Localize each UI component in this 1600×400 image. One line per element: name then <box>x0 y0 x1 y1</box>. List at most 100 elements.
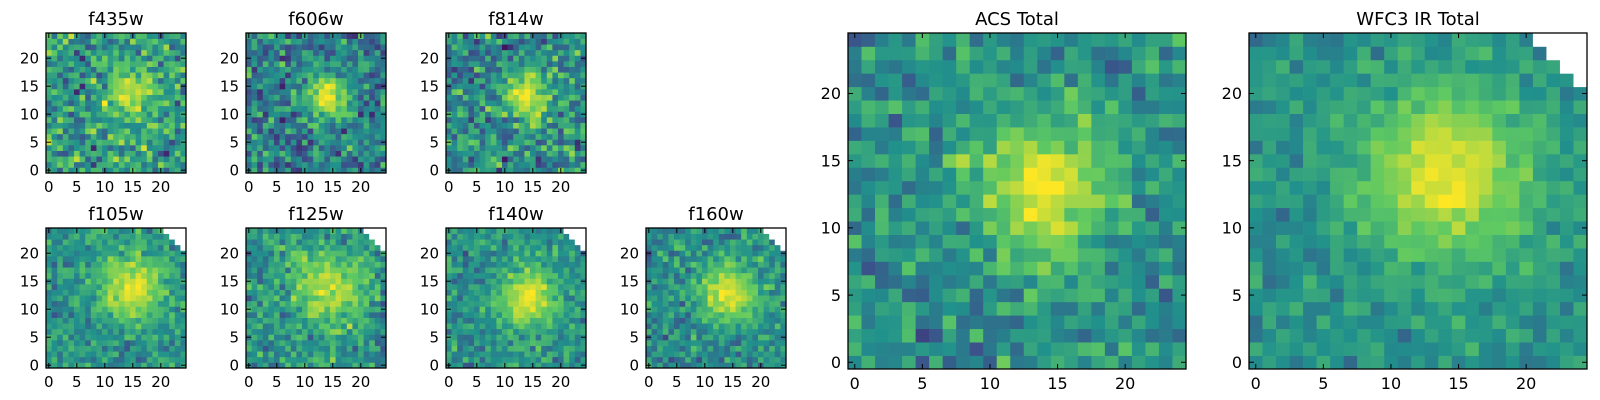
pixel-cell <box>474 139 480 146</box>
pixel-cell <box>307 295 314 302</box>
pixel-cell <box>251 117 258 123</box>
pixel-cell <box>268 89 275 95</box>
pixel-cell <box>490 66 497 73</box>
pixel-cell <box>118 351 125 358</box>
pixel-cell <box>335 312 342 318</box>
pixel-grid <box>46 33 187 174</box>
pixel-cell <box>324 122 331 129</box>
pixel-cell <box>552 228 559 234</box>
pixel-cell <box>113 340 120 346</box>
pixel-cell <box>302 139 308 146</box>
pixel-cell <box>468 362 475 369</box>
pixel-cell <box>861 234 876 249</box>
pixel-cell <box>861 315 876 330</box>
pixel-cell <box>451 89 458 95</box>
pixel-cell <box>513 345 520 352</box>
pixel-cell <box>57 122 64 129</box>
pixel-cell <box>74 94 80 101</box>
pixel-cell <box>518 156 525 163</box>
pixel-cell <box>68 306 75 313</box>
pixel-cell <box>113 156 120 163</box>
pixel-cell <box>490 111 497 118</box>
pixel-cell <box>90 278 97 285</box>
pixel-cell <box>983 355 998 370</box>
pixel-cell <box>180 340 187 346</box>
pixel-cell <box>324 317 331 324</box>
pixel-cell <box>352 334 359 341</box>
pixel-cell <box>875 167 889 182</box>
pixel-cell <box>85 128 92 135</box>
pixel-cell <box>180 133 187 140</box>
pixel-cell <box>369 167 376 174</box>
pixel-cell <box>1158 194 1173 209</box>
pixel-cell <box>268 117 275 123</box>
pixel-cell <box>718 233 725 240</box>
pixel-cell <box>468 122 475 129</box>
pixel-cell <box>1037 315 1052 330</box>
pixel-cell <box>113 334 120 341</box>
pixel-cell <box>983 194 998 209</box>
pixel-cell <box>474 334 480 341</box>
pixel-cell <box>158 267 164 274</box>
pixel-cell <box>141 267 148 274</box>
pixel-cell <box>662 233 669 240</box>
pixel-cell <box>262 156 269 163</box>
pixel-cell <box>257 284 264 290</box>
pixel-cell <box>358 89 364 95</box>
pixel-cell <box>1104 301 1119 316</box>
pixel-cell <box>285 49 292 56</box>
pixel-cell <box>257 83 264 90</box>
pixel-cell <box>285 362 292 369</box>
pixel-cell <box>380 295 387 302</box>
pixel-cell <box>330 317 336 324</box>
pixel-cell <box>580 122 587 129</box>
pixel-cell <box>141 256 148 262</box>
pixel-cell <box>524 122 531 129</box>
pixel-cell <box>130 145 136 151</box>
pixel-cell <box>268 250 275 257</box>
pixel-cell <box>352 122 359 129</box>
pixel-cell <box>163 100 170 107</box>
pixel-cell <box>490 284 497 290</box>
pixel-cell <box>524 83 531 90</box>
pixel-cell <box>758 261 764 268</box>
pixel-cell <box>74 256 80 262</box>
pixel-cell <box>79 161 86 168</box>
pixel-cell <box>46 267 52 274</box>
pixel-cell <box>518 345 525 352</box>
pixel-cell <box>313 261 320 268</box>
pixel-cell <box>124 317 131 324</box>
pixel-cell <box>274 156 280 163</box>
pixel-cell <box>174 167 181 174</box>
pixel-cell <box>485 312 492 318</box>
pixel-cell <box>346 356 353 363</box>
pixel-cell <box>113 61 120 67</box>
pixel-cell <box>124 83 131 90</box>
pixel-cell <box>135 272 142 279</box>
pixel-cell <box>152 362 159 369</box>
pixel-cell <box>107 356 114 363</box>
pixel-cell <box>502 111 508 118</box>
pixel-cell <box>462 345 469 352</box>
pixel-cell <box>102 284 108 290</box>
pixel-cell <box>146 100 153 107</box>
pixel-cell <box>169 239 176 246</box>
pixel-cell <box>124 239 131 246</box>
pixel-cell <box>74 356 80 363</box>
pixel-cell <box>257 239 264 246</box>
pixel-cell <box>942 207 957 222</box>
pixel-cell <box>718 328 725 335</box>
pixel-cell <box>746 244 753 251</box>
pixel-cell <box>285 261 292 268</box>
pixel-cell <box>1064 315 1079 330</box>
pixel-cell <box>163 228 170 234</box>
pixel-cell <box>1104 274 1119 289</box>
pixel-cell <box>758 356 764 363</box>
pixel-cell <box>374 267 381 274</box>
pixel-cell <box>135 161 142 168</box>
pixel-cell <box>524 66 531 73</box>
pixel-cell <box>1050 342 1065 356</box>
pixel-cell <box>341 244 348 251</box>
pixel-cell <box>307 300 314 307</box>
pixel-cell <box>1131 261 1146 276</box>
